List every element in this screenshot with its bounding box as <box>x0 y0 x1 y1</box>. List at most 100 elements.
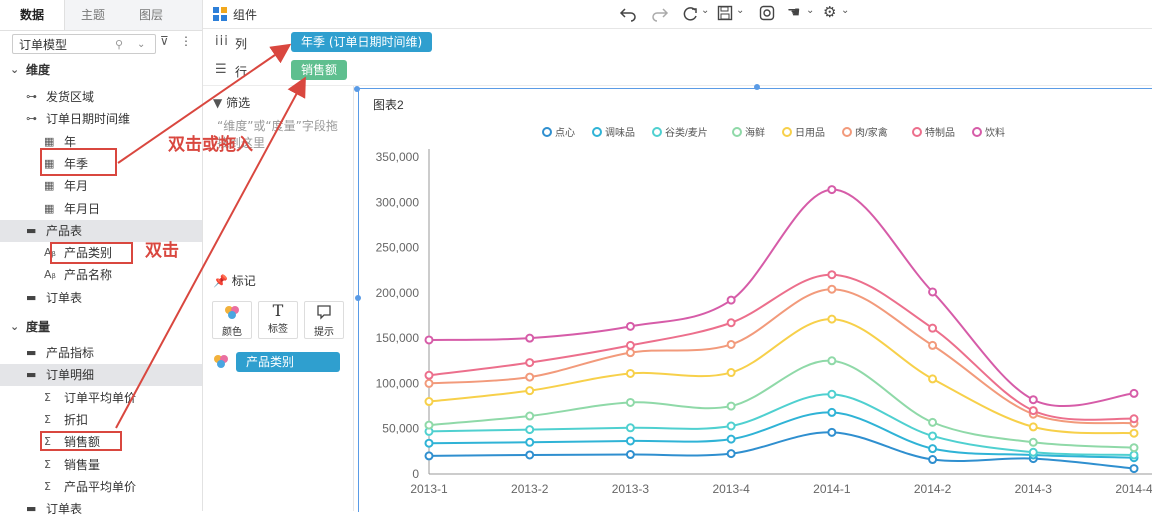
annotation-double-click: 双击 <box>145 241 179 261</box>
tree-item-field[interactable]: ⊶ 订单日期时间维 <box>0 108 202 130</box>
redo-icon[interactable] <box>651 6 669 22</box>
tree-item-field[interactable]: ▬ 订单表 <box>0 287 202 309</box>
y-tick-label: 300,000 <box>376 195 420 209</box>
line-chart: 图表2 0 50,000 100,000 150,000 200,000 250,000 30… <box>373 98 1152 496</box>
filter-section: ▼ 筛选 <box>213 94 250 111</box>
tree-item-label: 产品指标 <box>46 346 95 360</box>
settings-gear-icon[interactable]: ⚙ <box>823 3 837 21</box>
legend-label: 点心 <box>555 127 575 139</box>
data-point <box>1028 406 1038 416</box>
legend-label: 肉/家禽 <box>855 126 888 139</box>
tree-item-field[interactable]: ▦ 年 <box>0 131 202 153</box>
date-icon: ▦ <box>44 134 55 148</box>
tab-layer[interactable]: 图层 <box>138 8 163 22</box>
tree-item-measure[interactable]: Σ 订单平均单价 <box>0 387 202 409</box>
y-tick-label: 350,000 <box>376 150 420 164</box>
row-field-pill[interactable]: 销售额 <box>291 60 348 80</box>
tab-theme[interactable]: 主题 <box>80 8 105 22</box>
model-select[interactable]: 订单模型 ⚲ ⌄ <box>12 34 156 54</box>
series-line <box>428 288 1135 425</box>
settings-dropdown-icon[interactable]: ⌄ <box>841 5 850 16</box>
tree-item-measure[interactable]: Σ 销售额 <box>0 431 202 453</box>
data-point <box>827 185 837 195</box>
undo-icon[interactable] <box>619 6 637 22</box>
data-point <box>726 401 736 411</box>
collapse-chevron-icon[interactable]: ⌄ <box>10 320 20 333</box>
save-dropdown-icon[interactable]: ⌄ <box>736 5 745 16</box>
tree-item-field[interactable]: ▦ 年月日 <box>0 198 202 220</box>
dimension-section-header[interactable]: ⌄ 维度 <box>0 59 202 81</box>
tree-item-label: 销售额 <box>64 435 101 450</box>
tree-item-label: 年月日 <box>64 201 101 216</box>
tree-item-field[interactable]: ▦ 年季 <box>0 153 202 175</box>
save-icon[interactable] <box>717 5 733 21</box>
color-palette-icon <box>225 306 239 319</box>
hand-tool-icon[interactable]: ☚ <box>787 3 801 21</box>
tree-item-label: 产品表 <box>46 223 83 238</box>
tree-item-field[interactable]: ⊶ 发货区域 <box>0 86 202 108</box>
mark-tooltip-button[interactable]: 提示 <box>304 301 344 339</box>
text-icon: Aᵦ <box>44 246 56 260</box>
data-point <box>928 287 938 297</box>
tree-item-label: 订单明细 <box>46 368 95 383</box>
tree-item-label: 年 <box>64 134 77 149</box>
mark-color-button[interactable]: 颜色 <box>212 301 252 339</box>
mark-label-button[interactable]: T 标签 <box>258 301 298 339</box>
panel-tabs: 数据 主题 图层 <box>0 0 202 31</box>
preview-icon[interactable] <box>759 5 775 21</box>
data-point <box>625 321 635 331</box>
data-point <box>928 431 938 441</box>
data-point <box>827 284 837 294</box>
refresh-dropdown-icon[interactable]: ⌄ <box>701 5 710 16</box>
tree-item-field[interactable]: Aᵦ 产品名称 <box>0 264 202 286</box>
tree-item-field[interactable]: ▬ 产品指标 <box>0 342 202 364</box>
mark-section: 📌 标记 <box>213 272 256 289</box>
top-toolbar: 组件 ⌄ ⌄ ☚ ⌄ ⚙ ⌄ <box>203 0 1152 29</box>
folder-icon: ▬ <box>26 346 37 359</box>
data-point <box>726 434 736 444</box>
refresh-icon[interactable] <box>681 5 699 23</box>
tree-item-field[interactable]: ▬ 订单表 <box>0 498 202 520</box>
component-label[interactable]: 组件 <box>233 8 258 22</box>
column-field-pill[interactable]: 年季 (订单日期时间维) <box>291 32 433 52</box>
tree-item-measure[interactable]: Σ 折扣 <box>0 409 202 431</box>
tree-item-field[interactable]: ▬ 订单明细 <box>0 364 202 387</box>
x-tick-label: 2014-2 <box>914 482 952 496</box>
resize-handle-top[interactable] <box>754 84 760 90</box>
color-field-pill[interactable]: 产品类别 <box>236 352 340 372</box>
tree-item-label: 产品平均单价 <box>64 479 137 494</box>
tooltip-bubble-icon <box>317 305 331 320</box>
data-point <box>1129 388 1139 398</box>
tree-item-label: 订单平均单价 <box>64 390 137 405</box>
legend-marker <box>592 127 602 137</box>
y-tick-label: 200,000 <box>376 286 420 300</box>
data-point <box>726 295 736 305</box>
legend-label: 海鲜 <box>745 126 765 139</box>
chart-canvas: 图表2 0 50,000 100,000 150,000 200,000 250,000 30… <box>358 88 1152 512</box>
data-point <box>928 417 938 427</box>
data-point <box>1129 443 1139 453</box>
column-shelf: iii 列 年季 (订单日期时间维) <box>203 29 1152 58</box>
measure-section-header[interactable]: ⌄ 度量 <box>0 316 202 338</box>
hand-dropdown-icon[interactable]: ⌄ <box>806 5 815 16</box>
tree-item-measure[interactable]: Σ 销售量 <box>0 454 202 476</box>
tab-data[interactable]: 数据 <box>0 0 65 30</box>
date-icon: ▦ <box>44 156 55 170</box>
collapse-chevron-icon[interactable]: ⌄ <box>10 63 20 76</box>
more-options-icon[interactable]: ⋮ <box>180 34 192 48</box>
tree-item-label: 销售量 <box>64 457 101 472</box>
resize-handle-top-left[interactable] <box>354 86 360 92</box>
tree-item-measure[interactable]: Σ 产品平均单价 <box>0 476 202 498</box>
annotation-double-click-or-insert: 双击或拖入 <box>168 135 253 155</box>
tree-item-field[interactable]: Aᵦ 产品类别 <box>0 242 202 264</box>
data-point <box>1129 428 1139 438</box>
legend-marker <box>652 127 662 137</box>
series-line <box>428 359 1135 449</box>
resize-handle-left[interactable] <box>355 295 361 301</box>
folder-icon: ▬ <box>26 502 37 516</box>
filter-funnel-icon: ▼ <box>213 96 223 110</box>
data-point <box>1028 422 1038 432</box>
tree-item-field[interactable]: ▦ 年月 <box>0 175 202 197</box>
row-shelf: ☰ 行 销售额 <box>203 57 1152 86</box>
filter-fields-icon[interactable]: ⊽ <box>160 34 169 48</box>
